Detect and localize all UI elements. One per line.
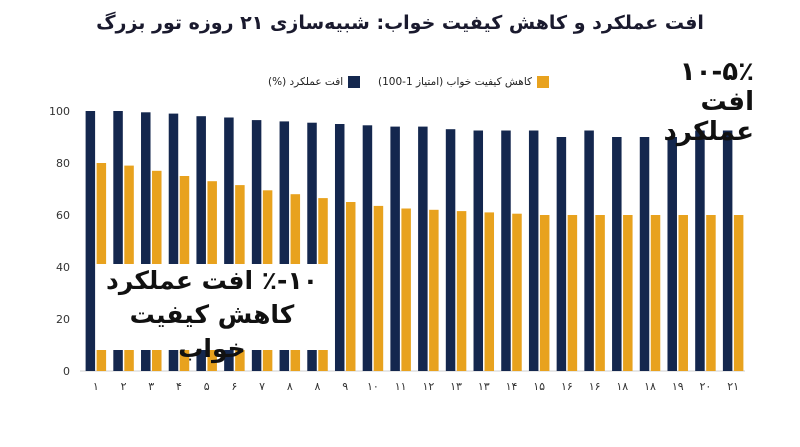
legend-label-performance: افت عملکرد (%) <box>268 76 344 88</box>
bar-performance <box>251 120 262 371</box>
x-tick-label: ۲ <box>121 380 127 393</box>
y-tick-label: 80 <box>56 157 70 170</box>
bar-sleep <box>706 215 716 371</box>
x-tick-label: ۵ <box>204 380 210 393</box>
x-tick-label: ۱۹ <box>672 380 684 393</box>
bar-sleep <box>429 209 439 371</box>
x-tick-label: ۹ <box>342 380 348 393</box>
bar-performance <box>279 121 290 372</box>
callout-box-line1: ۱۰-٪ افت عملکرد <box>106 266 318 295</box>
bar-performance <box>528 130 539 371</box>
bar-sleep <box>512 213 522 371</box>
y-tick-label: 0 <box>63 365 70 378</box>
x-tick-label: ۱ <box>93 380 99 393</box>
y-tick-label: 40 <box>56 261 70 274</box>
bar-performance <box>390 126 400 371</box>
bar-performance <box>85 111 96 371</box>
x-tick-label: ۸ <box>287 380 293 393</box>
bar-performance <box>722 130 733 371</box>
bar-sleep <box>650 215 661 371</box>
bar-sleep <box>623 215 633 371</box>
bar-performance <box>501 130 511 371</box>
x-tick-label: ۱۸ <box>616 380 628 393</box>
bar-sleep <box>567 215 578 371</box>
legend: افت عملکرد (%) کاهش کیفیت خواب (امتیاز 1… <box>268 76 568 92</box>
y-tick-label: 60 <box>56 209 70 222</box>
x-tick-label: ۱۲ <box>422 380 434 393</box>
bar-performance <box>168 113 179 371</box>
legend-item-performance: افت عملکرد (%) <box>268 76 361 88</box>
x-tick-label: ۳ <box>148 380 154 393</box>
chart-title: افت عملکرد و کاهش کیفیت خواب: شبیه‌سازی … <box>96 12 704 34</box>
bar-performance <box>307 122 317 371</box>
bar-performance <box>695 130 705 371</box>
bar-sleep <box>595 215 605 371</box>
bar-performance <box>362 125 373 371</box>
bar-sleep <box>484 212 495 371</box>
y-tick-label: 20 <box>56 313 70 326</box>
callout-box: ۱۰-٪ افت عملکرد کاهش کیفیت خواب <box>96 264 328 363</box>
x-tick-label: ۱۵ <box>533 380 545 393</box>
bar-sleep <box>345 202 356 371</box>
bar-performance <box>667 137 677 371</box>
bar-performance <box>556 137 567 371</box>
x-tick-label: ۱۶ <box>589 380 601 393</box>
bar-sleep <box>733 215 744 371</box>
x-tick-label: ۱۱ <box>395 380 407 393</box>
legend-label-sleep: کاهش کیفیت خواب (امتیاز 1-100) <box>378 76 533 88</box>
legend-swatch-sleep <box>537 76 550 88</box>
bar-performance <box>334 124 345 371</box>
bar-performance <box>445 129 456 371</box>
x-tick-label: ۸ <box>315 380 321 393</box>
bar-performance <box>639 137 650 371</box>
bar-sleep <box>456 211 467 371</box>
callout-performance-drop: ۱۰-۵٪ افت عملکرد <box>604 57 754 148</box>
x-tick-label: ۱۶ <box>561 380 573 393</box>
bar-performance <box>224 117 234 371</box>
callout-top-label: افت عملکرد <box>663 86 754 147</box>
x-tick-label: ۱۳ <box>450 380 462 393</box>
callout-box-line2: کاهش کیفیت خواب <box>129 299 295 363</box>
bar-sleep <box>401 208 411 371</box>
x-tick-label: ۲۱ <box>727 380 739 393</box>
bar-performance <box>196 116 206 371</box>
bar-sleep <box>539 215 550 371</box>
bar-performance <box>418 126 428 371</box>
x-tick-label: ۲۰ <box>700 380 712 393</box>
bar-performance <box>612 137 622 371</box>
bar-performance <box>473 130 484 371</box>
bar-performance <box>113 111 123 371</box>
y-tick-label: 100 <box>49 105 70 118</box>
x-tick-label: ۱۴ <box>506 380 518 393</box>
legend-swatch-performance <box>348 76 361 88</box>
x-tick-label: ۱۰ <box>367 380 379 393</box>
x-tick-label: ۱۳ <box>478 380 490 393</box>
x-tick-label: ۴ <box>176 380 182 393</box>
bar-sleep <box>373 205 384 371</box>
legend-item-sleep: کاهش کیفیت خواب (امتیاز 1-100) <box>378 76 550 88</box>
bar-performance <box>141 112 151 372</box>
x-tick-label: ۶ <box>231 380 237 393</box>
callout-top-percent: ۱۰-۵٪ <box>679 57 754 87</box>
x-tick-label: ۷ <box>259 380 265 393</box>
bar-performance <box>584 130 594 371</box>
bar-sleep <box>678 215 688 371</box>
x-tick-label: ۱۸ <box>644 380 656 393</box>
